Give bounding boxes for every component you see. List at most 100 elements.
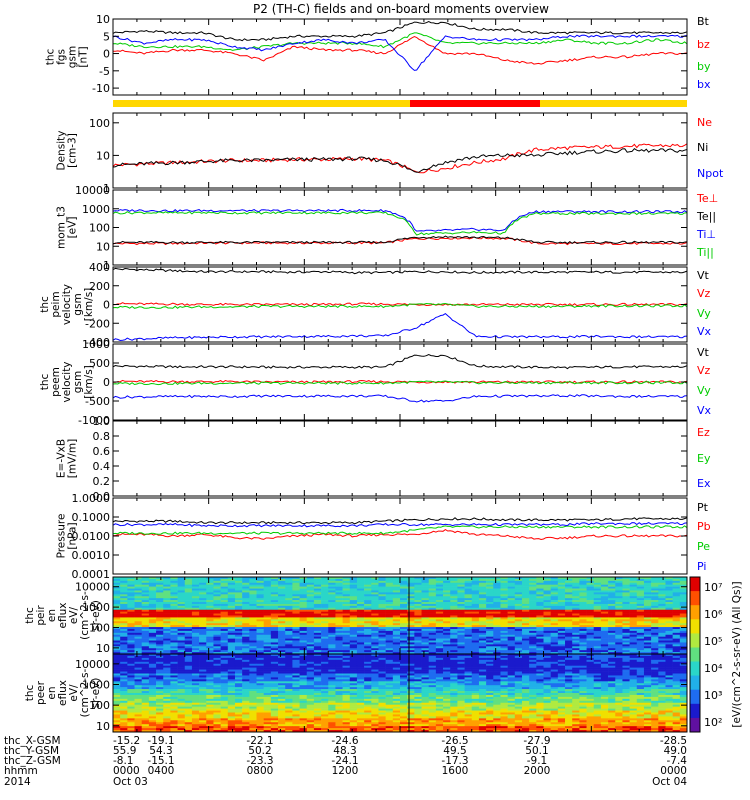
heatmap-cell <box>385 665 394 668</box>
heatmap-cell <box>278 621 286 624</box>
heatmap-cell <box>636 661 645 665</box>
heatmap-cell <box>349 590 358 593</box>
legend-Vz: Vz <box>697 364 711 377</box>
heatmap-cell <box>249 582 257 585</box>
heatmap-cell <box>514 605 523 609</box>
heatmap-cell <box>306 655 315 659</box>
heatmap-cell <box>600 667 609 670</box>
heatmap-cell <box>500 665 508 668</box>
heatmap-cell <box>242 623 250 626</box>
heatmap-cell <box>493 667 501 670</box>
heatmap-cell <box>206 586 214 589</box>
y-tick-label: 0.6 <box>93 445 111 458</box>
heatmap-cell <box>134 609 142 612</box>
heatmap-cell <box>227 580 236 584</box>
heatmap-cell <box>572 655 580 659</box>
heatmap-cell <box>636 640 645 643</box>
heatmap-cell <box>428 577 437 580</box>
heatmap-cell <box>364 646 372 649</box>
heatmap-cell <box>629 640 638 643</box>
heatmap-cell <box>285 594 293 597</box>
heatmap-cell <box>643 654 652 657</box>
heatmap-cell <box>385 603 394 607</box>
heatmap-cell <box>220 577 229 580</box>
heatmap-cell <box>364 577 372 580</box>
heatmap-cell <box>407 603 415 607</box>
heatmap-cell <box>557 586 566 589</box>
legend-by: by <box>697 60 711 73</box>
heatmap-cell <box>371 663 379 666</box>
heatmap-cell <box>565 596 573 599</box>
heatmap-cell <box>507 652 516 655</box>
heatmap-cell <box>299 657 308 661</box>
heatmap-cell <box>536 667 544 670</box>
heatmap-cell <box>651 594 659 597</box>
heatmap-cell <box>220 596 229 599</box>
heatmap-cell <box>184 648 193 651</box>
heatmap-cell <box>220 615 229 618</box>
heatmap-cell <box>364 671 372 674</box>
legend-Bt: Bt <box>697 15 710 28</box>
heatmap-cell <box>313 652 322 655</box>
heatmap-cell <box>593 655 602 659</box>
heatmap-cell <box>191 681 200 684</box>
heatmap-cell <box>622 652 630 655</box>
heatmap-cell <box>356 615 365 618</box>
heatmap-cell <box>313 640 322 643</box>
heatmap-cell <box>672 655 681 659</box>
heatmap-cell <box>378 611 386 614</box>
heatmap-cell <box>421 667 429 670</box>
heatmap-cell <box>120 673 128 676</box>
heatmap-cell <box>206 605 214 609</box>
heatmap-cell <box>407 598 415 601</box>
heatmap-cell <box>536 663 544 666</box>
legend-Ti||: Ti|| <box>696 246 714 259</box>
heatmap-cell <box>600 671 609 674</box>
heatmap-cell <box>572 619 580 622</box>
heatmap-cell <box>435 577 444 580</box>
heatmap-cell <box>227 578 236 582</box>
heatmap-cell <box>141 615 150 618</box>
heatmap-cell <box>529 628 537 632</box>
heatmap-cell <box>450 677 458 680</box>
heatmap-cell <box>407 655 415 659</box>
heatmap-cell <box>184 638 193 641</box>
heatmap-cell <box>643 613 652 616</box>
heatmap-cell <box>213 609 221 612</box>
heatmap-cell <box>306 578 315 582</box>
heatmap-cell <box>263 594 272 597</box>
heatmap-cell <box>177 627 186 630</box>
heatmap-cell <box>608 611 616 614</box>
heatmap-cell <box>170 661 178 665</box>
heatmap-cell <box>392 634 401 637</box>
heatmap-cell <box>141 580 150 584</box>
heatmap-cell <box>457 609 465 612</box>
heatmap-cell <box>572 617 580 620</box>
heatmap-cell <box>643 669 652 672</box>
heatmap-cell <box>156 602 164 605</box>
heatmap-cell <box>543 640 551 643</box>
legend-Ti⊥: Ti⊥ <box>696 228 716 241</box>
heatmap-cell <box>658 634 666 637</box>
heatmap-cell <box>428 594 437 597</box>
heatmap-cell <box>285 602 293 605</box>
heatmap-cell <box>278 646 286 649</box>
heatmap-cell <box>364 598 372 601</box>
heatmap-cell <box>227 646 236 649</box>
heatmap-cell <box>557 590 566 593</box>
heatmap-cell <box>184 681 193 684</box>
heatmap-cell <box>500 623 508 626</box>
heatmap-cell <box>536 611 544 614</box>
heatmap-cell <box>285 619 293 622</box>
heatmap-cell <box>450 592 458 595</box>
heatmap-cell <box>199 615 207 618</box>
heatmap-cell <box>679 588 688 591</box>
heatmap-cell <box>493 638 501 641</box>
heatmap-cell <box>170 605 178 609</box>
heatmap-cell <box>328 584 336 587</box>
heatmap-cell <box>177 667 186 670</box>
heatmap-cell <box>227 577 236 580</box>
heatmap-cell <box>156 584 164 587</box>
heatmap-cell <box>292 673 300 676</box>
series-line-Vx <box>112 394 688 403</box>
